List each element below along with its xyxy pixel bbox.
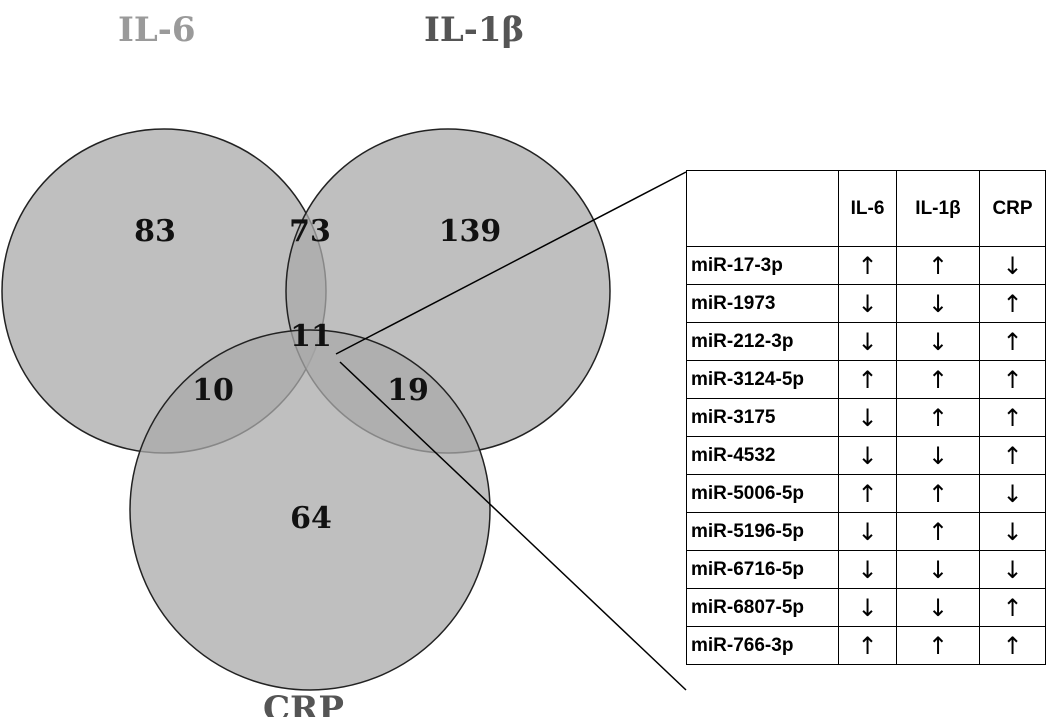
callout-line-top — [335, 171, 687, 355]
mirna-name-cell: miR-5196-5p — [686, 512, 839, 551]
il6-direction-cell: ↓ — [838, 284, 897, 323]
il1b-direction-cell: ↑ — [896, 474, 980, 513]
il6-direction-cell: ↑ — [838, 474, 897, 513]
table-row: miR-3124-5p ↑ ↑ ↑ — [686, 360, 1046, 399]
header-il1b: IL-1β — [896, 170, 980, 247]
count-il6-only: 83 — [134, 214, 176, 249]
il6-direction-cell: ↓ — [838, 436, 897, 475]
mirna-name-cell: miR-212-3p — [686, 322, 839, 361]
header-il6: IL-6 — [838, 170, 897, 247]
il6-direction-cell: ↓ — [838, 322, 897, 361]
mirna-name-cell: miR-5006-5p — [686, 474, 839, 513]
crp-direction-cell: ↓ — [979, 474, 1046, 513]
crp-direction-cell: ↑ — [979, 588, 1046, 627]
crp-direction-cell: ↑ — [979, 284, 1046, 323]
il1b-direction-cell: ↑ — [896, 626, 980, 665]
table-row: miR-17-3p ↑ ↑ ↓ — [686, 246, 1046, 285]
count-crp-only: 64 — [290, 501, 332, 536]
count-il6-crp: 10 — [192, 373, 234, 408]
il1b-direction-cell: ↓ — [896, 550, 980, 589]
crp-direction-cell: ↑ — [979, 360, 1046, 399]
mirna-name-cell: miR-766-3p — [686, 626, 839, 665]
crp-direction-cell: ↓ — [979, 512, 1046, 551]
il1b-direction-cell: ↑ — [896, 512, 980, 551]
table-row: miR-1973 ↓ ↓ ↑ — [686, 284, 1046, 323]
crp-direction-cell: ↑ — [979, 626, 1046, 665]
il1b-direction-cell: ↑ — [896, 360, 980, 399]
il1b-direction-cell: ↓ — [896, 284, 980, 323]
il6-direction-cell: ↓ — [838, 550, 897, 589]
il6-direction-cell: ↓ — [838, 398, 897, 437]
circle-crp — [129, 329, 491, 691]
il6-direction-cell: ↓ — [838, 512, 897, 551]
set-label-crp: CRP — [263, 689, 344, 717]
il1b-direction-cell: ↓ — [896, 322, 980, 361]
table-row: miR-766-3p ↑ ↑ ↑ — [686, 626, 1046, 665]
table-row: miR-5196-5p ↓ ↑ ↓ — [686, 512, 1046, 551]
crp-direction-cell: ↓ — [979, 246, 1046, 285]
il1b-direction-cell: ↓ — [896, 436, 980, 475]
il1b-direction-cell: ↑ — [896, 246, 980, 285]
count-il1b-only: 139 — [438, 214, 502, 249]
set-label-il6: IL-6 — [118, 10, 196, 50]
count-il6-il1b: 73 — [289, 214, 331, 249]
mirna-name-cell: miR-3124-5p — [686, 360, 839, 399]
crp-direction-cell: ↑ — [979, 436, 1046, 475]
il6-direction-cell: ↑ — [838, 360, 897, 399]
mirna-name-cell: miR-4532 — [686, 436, 839, 475]
mirna-name-cell: miR-17-3p — [686, 246, 839, 285]
mirna-name-cell: miR-6807-5p — [686, 588, 839, 627]
table-row: miR-5006-5p ↑ ↑ ↓ — [686, 474, 1046, 513]
table-header-row: IL-6 IL-1β CRP — [686, 170, 1046, 247]
il1b-direction-cell: ↓ — [896, 588, 980, 627]
table-row: miR-6716-5p ↓ ↓ ↓ — [686, 550, 1046, 589]
crp-direction-cell: ↑ — [979, 322, 1046, 361]
il6-direction-cell: ↑ — [838, 246, 897, 285]
crp-direction-cell: ↑ — [979, 398, 1046, 437]
mirna-name-cell: miR-1973 — [686, 284, 839, 323]
count-all-three: 11 — [290, 319, 332, 354]
set-label-il1b: IL-1β — [424, 10, 525, 50]
count-il1b-crp: 19 — [387, 373, 429, 408]
table-row: miR-212-3p ↓ ↓ ↑ — [686, 322, 1046, 361]
table-row: miR-4532 ↓ ↓ ↑ — [686, 436, 1046, 475]
mirna-name-cell: miR-6716-5p — [686, 550, 839, 589]
header-empty — [686, 170, 839, 247]
il6-direction-cell: ↑ — [838, 626, 897, 665]
mirna-name-cell: miR-3175 — [686, 398, 839, 437]
il6-direction-cell: ↓ — [838, 588, 897, 627]
callout-line-bottom — [339, 361, 687, 691]
mirna-direction-table: IL-6 IL-1β CRP miR-17-3p ↑ ↑ ↓ miR-1973 ↓ ↓ ↑ mi… — [686, 170, 1046, 665]
table-row: miR-3175 ↓ ↑ ↑ — [686, 398, 1046, 437]
header-crp: CRP — [979, 170, 1046, 247]
il1b-direction-cell: ↑ — [896, 398, 980, 437]
crp-direction-cell: ↓ — [979, 550, 1046, 589]
table-row: miR-6807-5p ↓ ↓ ↑ — [686, 588, 1046, 627]
